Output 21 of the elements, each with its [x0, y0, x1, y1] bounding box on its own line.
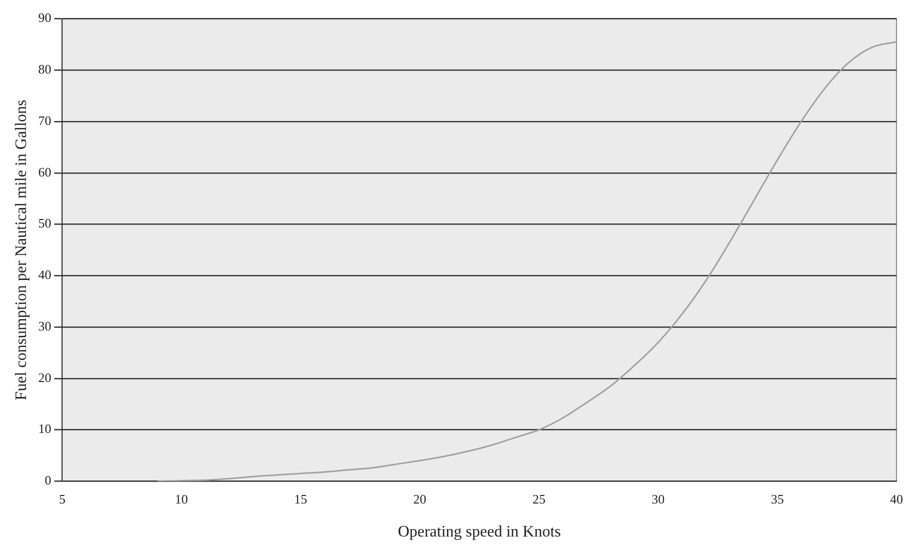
line-series [156, 41, 896, 482]
x-tick-label: 25 [532, 491, 546, 506]
x-tick-label: 35 [770, 491, 784, 506]
x-tick-label: 40 [890, 491, 903, 506]
y-tick-label: 90 [38, 10, 52, 26]
y-tick-label: 80 [38, 62, 52, 77]
y-tick-label: 60 [38, 164, 52, 180]
x-tick-label: 30 [652, 491, 665, 506]
y-tick-label: 40 [38, 267, 52, 282]
y-tick-label: 20 [38, 370, 52, 385]
x-tick-label: 10 [174, 491, 188, 506]
y-tick-label: 70 [38, 112, 52, 128]
y-axis-title: Fuel consumption per Nautical mile in Gallons [12, 100, 30, 400]
y-tick-label: 10 [38, 421, 52, 436]
y-tick-label: 30 [38, 318, 52, 334]
x-axis-title: Operating speed in Knots [398, 524, 561, 541]
x-tick-label: 20 [413, 491, 426, 506]
y-tick-label: 0 [44, 472, 52, 488]
x-tick-label: 5 [58, 491, 66, 506]
x-tick-label: 15 [294, 491, 308, 506]
y-tick-label: 50 [38, 216, 52, 231]
